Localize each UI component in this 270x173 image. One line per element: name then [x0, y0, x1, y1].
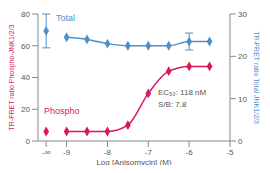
- svg-text:TR-FRET ratio Total JNK1/2/3: TR-FRET ratio Total JNK1/2/3: [253, 31, 260, 124]
- svg-text:40: 40: [21, 73, 30, 82]
- svg-text:60: 60: [21, 42, 30, 51]
- svg-text:-6: -6: [186, 148, 194, 157]
- html-text:Phospho: Phospho: [44, 106, 80, 116]
- svg-text:-7: -7: [145, 148, 153, 157]
- svg-text:0: 0: [26, 137, 31, 146]
- html-text:S/B: 7.8: S/B: 7.8: [158, 100, 187, 109]
- svg-text:TR-FRET ratio Phospho-JNK1/2/3: TR-FRET ratio Phospho-JNK1/2/3: [8, 24, 16, 130]
- svg-text:-5: -5: [226, 148, 234, 157]
- svg-text:-8: -8: [104, 148, 112, 157]
- svg-text:20: 20: [21, 105, 30, 114]
- svg-text:10: 10: [238, 95, 247, 104]
- svg-text:Log [Anisomycin] (M): Log [Anisomycin] (M): [96, 158, 171, 165]
- html-text:Total: Total: [56, 13, 75, 23]
- svg-text:-∞: -∞: [42, 148, 51, 157]
- svg-text:-9: -9: [63, 148, 71, 157]
- svg-text:80: 80: [21, 10, 30, 19]
- svg-text:20: 20: [238, 52, 247, 61]
- svg-text:0: 0: [238, 137, 243, 146]
- svg-text:30: 30: [238, 10, 247, 19]
- html-text:EC₅₀: 118 nM: EC₅₀: 118 nM: [158, 88, 207, 97]
